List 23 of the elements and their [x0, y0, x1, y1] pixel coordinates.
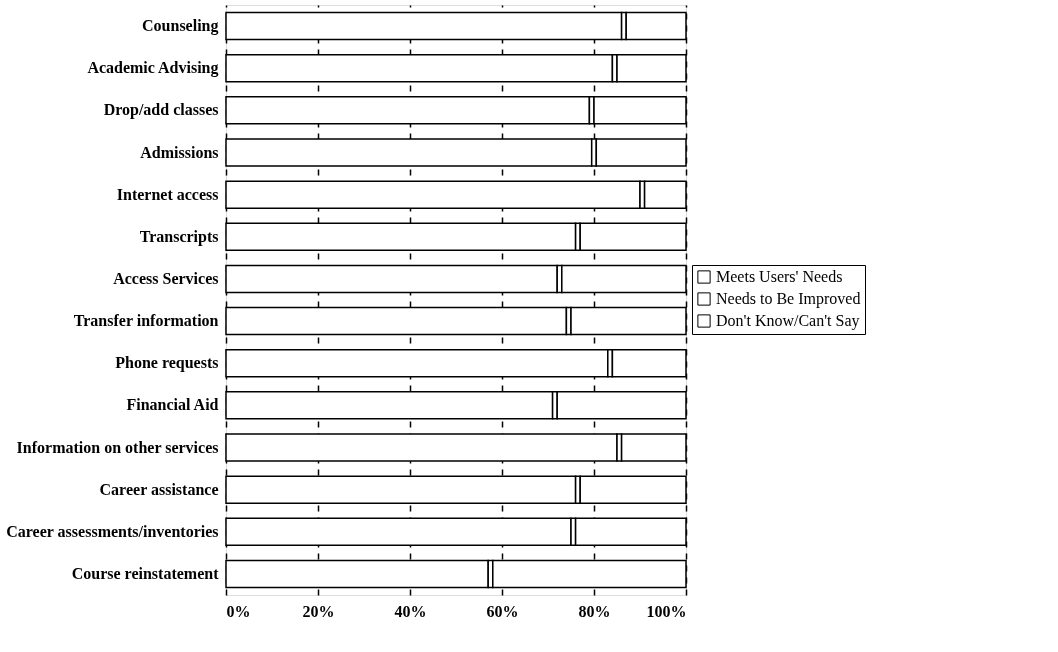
x-tick-label: 100% — [646, 602, 687, 620]
x-tick-label: 20% — [302, 602, 335, 620]
y-tick-label: Access Services — [113, 269, 219, 287]
x-tick-label: 60% — [486, 602, 519, 620]
y-tick-label: Phone requests — [115, 354, 219, 373]
x-tick-label: 80% — [578, 602, 611, 620]
x-tick-label: 40% — [394, 602, 427, 620]
legend-label: Needs to Be Improved — [716, 290, 861, 308]
legend-label: Don't Know/Can't Say — [716, 312, 860, 330]
y-tick-label: Academic Advising — [87, 59, 219, 78]
y-tick-label: Career assistance — [99, 480, 219, 498]
y-tick-label: Drop/add classes — [103, 101, 219, 120]
y-tick-label: Admissions — [140, 143, 219, 161]
y-tick-label: Counseling — [142, 17, 219, 36]
x-tick-label: 0% — [226, 602, 251, 620]
y-tick-label: Transfer information — [73, 312, 219, 330]
y-tick-label: Career assessments/inventories — [6, 522, 219, 540]
y-tick-label: Transcripts — [139, 227, 219, 246]
y-tick-label: Course reinstatement — [71, 564, 220, 582]
y-tick-label: Information on other services — [16, 438, 219, 456]
y-tick-label: Financial Aid — [126, 396, 219, 414]
legend-label: Meets Users' Needs — [716, 268, 843, 285]
y-tick-label: Internet access — [116, 185, 219, 203]
